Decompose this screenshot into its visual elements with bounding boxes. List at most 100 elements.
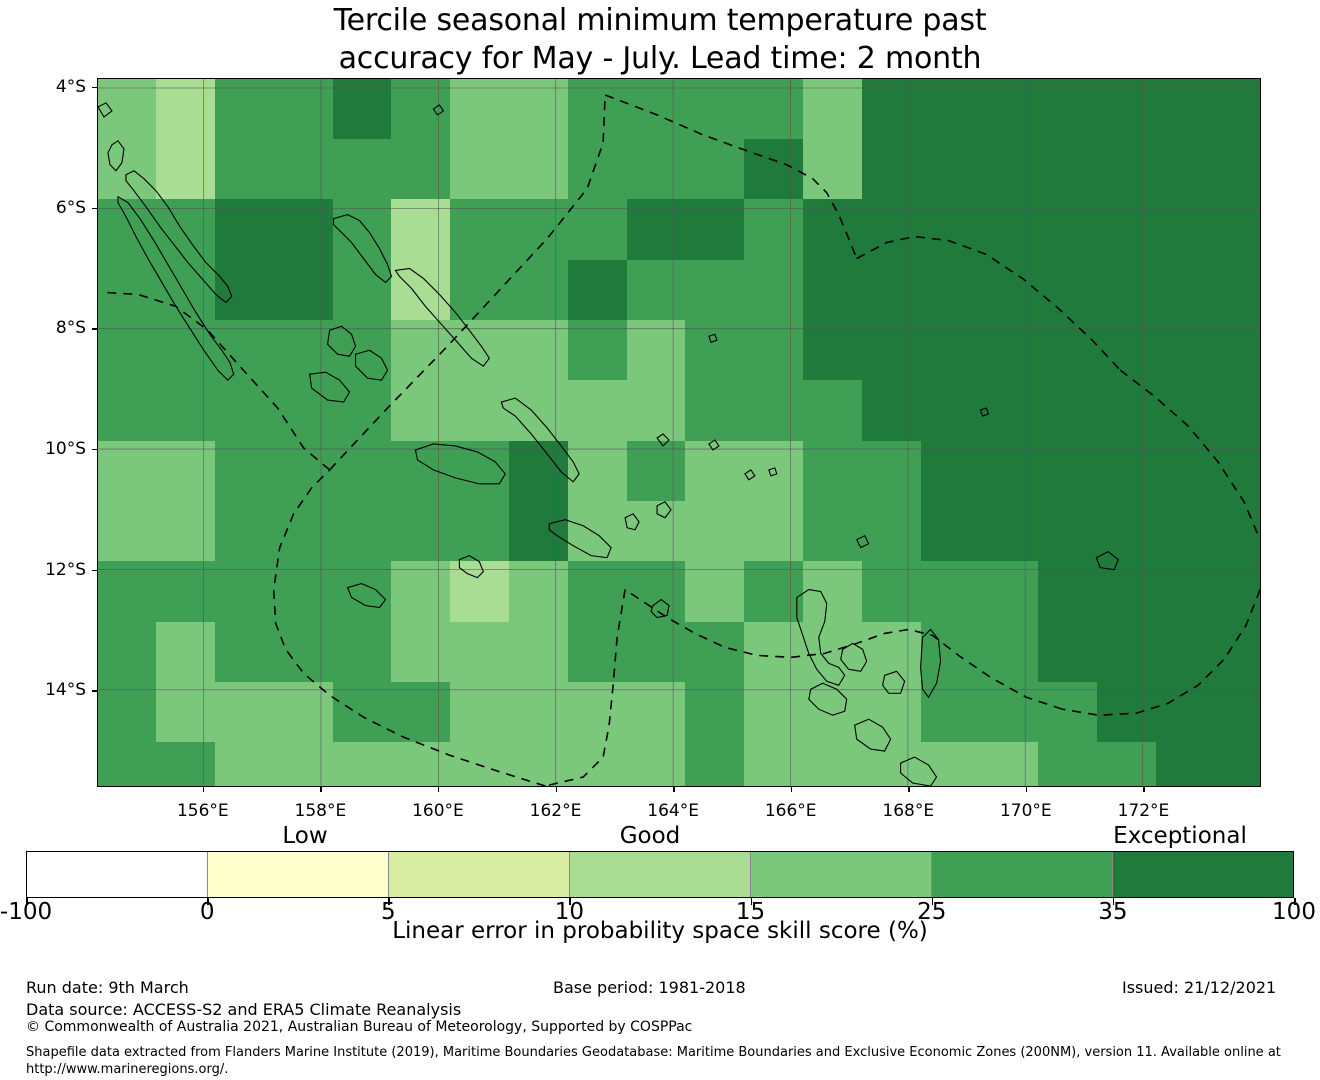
heatmap-cell [920,500,981,563]
heatmap-cell [567,199,628,261]
heatmap-cell [509,561,569,623]
heatmap-cell [802,681,863,744]
heatmap-cell [1096,319,1157,382]
heatmap-cell [861,380,922,442]
heatmap-cell [1096,79,1157,140]
x-axis-tick-label: 160°E [412,801,464,821]
heatmap-cell [98,380,158,442]
heatmap-cell [979,138,1040,201]
y-axis-tick-mark [92,207,97,210]
heatmap-cell [626,742,687,786]
x-axis-tick-mark [555,787,557,792]
colorbar-tick-mark [26,898,28,905]
heatmap-cell [1038,138,1098,201]
heatmap-cell [391,742,452,786]
heatmap-cell [332,621,393,683]
heatmap-cell [273,138,334,201]
colorbar-category-label: Exceptional [1113,823,1247,849]
colorbar-tick-mark [388,898,390,905]
heatmap-cell [979,440,1040,502]
heatmap-cell [744,259,804,321]
footer-shapefile-line-1: Shapefile data extracted from Flanders M… [26,1045,1281,1060]
heatmap-cell [450,681,510,744]
y-axis-tick-label: 12°S [45,559,86,580]
heatmap-cell [98,138,158,201]
y-axis-tick-label: 10°S [45,439,86,460]
heatmap-cell [685,681,746,744]
heatmap-cell [156,380,217,442]
colorbar-tick-mark [1294,898,1296,905]
colorbar-tick-mark [1112,898,1115,905]
eez-boundary [103,94,1260,786]
heatmap-cell [156,79,217,140]
heatmap-cell [685,259,746,321]
heatmap-cell [450,500,510,563]
heatmap-cell [156,742,217,786]
heatmap-cell [509,79,569,140]
heatmap-cell [685,621,746,683]
heatmap-cell [98,742,158,786]
heatmap-cell [391,440,452,502]
y-axis-tick-label: 6°S [55,197,86,218]
heatmap-cell [391,79,452,140]
heatmap-cell [802,380,863,442]
heatmap-cell [979,79,1040,140]
colorbar-tick-mark [750,898,753,905]
heatmap-cell [1096,138,1157,201]
heatmap-cell [685,440,746,502]
heatmap-cell [273,319,334,382]
x-axis-tick-mark [673,787,675,792]
x-axis-tick-mark [202,787,205,792]
page-title: Tercile seasonal minimum temperature pas… [0,2,1320,78]
heatmap-cell [567,380,628,442]
heatmap-cell [685,742,746,786]
x-axis-tick-label: 170°E [999,801,1052,821]
heatmap-cell [920,621,981,683]
y-axis-tick-mark [92,569,97,572]
x-axis-tick-label: 168°E [882,801,935,821]
heatmap-cell [509,380,569,442]
colorbar-category-label: Low [282,823,328,849]
heatmap-cell [156,440,217,502]
heatmap-cell [1155,621,1216,683]
heatmap-cell [920,742,981,786]
heatmap-cell [744,681,804,744]
heatmap-cell [332,500,393,563]
heatmap-cell [215,380,275,442]
x-axis-tick-mark [320,787,322,792]
heatmap-cell [979,561,1040,623]
heatmap-cell [920,681,981,744]
x-axis-tick-label: 166°E [764,801,817,821]
heatmap-cell [450,138,510,201]
heatmap-cell [273,199,334,261]
heatmap-cell [1155,79,1216,140]
colorbar-segment [1113,852,1293,897]
heatmap-cell [1155,319,1216,382]
colorbar[interactable] [26,851,1294,898]
map-plot-area[interactable] [97,78,1261,787]
heatmap-cell [215,138,275,201]
heatmap-cell [567,79,628,140]
heatmap-cell [1096,742,1157,786]
heatmap-cell [685,561,746,623]
footer-issued: Issued: 21/12/2021 [1122,978,1277,997]
heatmap-cell [98,319,158,382]
map-overlays [98,94,1260,786]
heatmap-cell [332,380,393,442]
heatmap-cell [979,500,1040,563]
heatmap-cell [1214,742,1260,786]
heatmap-cell [215,440,275,502]
heatmap-cell [626,440,687,502]
heatmap-cell [802,138,863,201]
heatmap-cell [1214,259,1260,321]
heatmap-cell [273,621,334,683]
heatmap-cell [1155,440,1216,502]
heatmap-cell [391,500,452,563]
heatmap-cell [861,561,922,623]
colorbar-segment [932,852,1113,897]
heatmap-cell [273,79,334,140]
heatmap-cell [744,440,804,502]
heatmap-cell [979,319,1040,382]
heatmap-cell [215,500,275,563]
footer-run-date: Run date: 9th March [26,978,189,997]
